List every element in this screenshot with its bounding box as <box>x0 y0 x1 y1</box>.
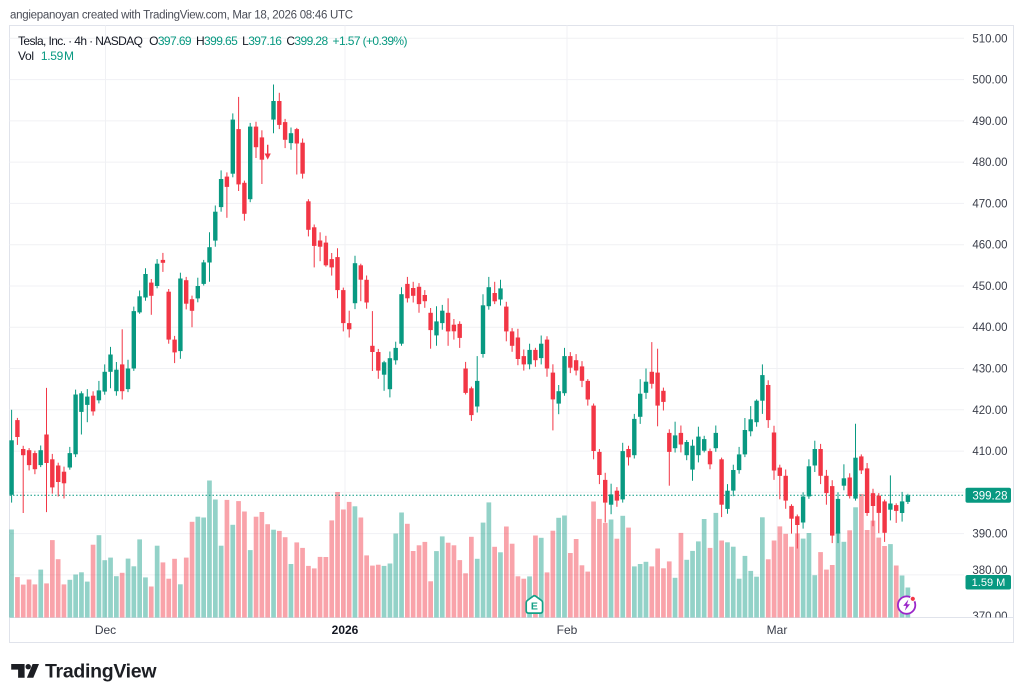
svg-text:E: E <box>531 601 538 613</box>
svg-text:399.28: 399.28 <box>972 490 1007 502</box>
svg-text:440.00: 440.00 <box>972 322 1007 334</box>
svg-text:angiepanoyan created with Trad: angiepanoyan created with TradingView.co… <box>10 10 353 22</box>
svg-text:Vol 1.59M: Vol 1.59M <box>18 49 74 63</box>
svg-text:Tesla, Inc. · 4h · NASDAQ O397: Tesla, Inc. · 4h · NASDAQ O397.69 H399.65… <box>18 34 407 48</box>
svg-text:450.00: 450.00 <box>972 281 1007 293</box>
svg-text:460.00: 460.00 <box>972 240 1007 252</box>
svg-text:410.00: 410.00 <box>972 446 1007 458</box>
svg-text:510.00: 510.00 <box>972 33 1007 45</box>
svg-text:480.00: 480.00 <box>972 157 1007 169</box>
svg-text:Mar: Mar <box>767 623 788 637</box>
svg-text:490.00: 490.00 <box>972 116 1007 128</box>
svg-text:380.00: 380.00 <box>972 565 1007 577</box>
svg-text:Dec: Dec <box>95 623 116 637</box>
svg-text:420.00: 420.00 <box>972 405 1007 417</box>
svg-text:430.00: 430.00 <box>972 364 1007 376</box>
svg-text:TradingView: TradingView <box>45 661 157 683</box>
svg-text:500.00: 500.00 <box>972 75 1007 87</box>
svg-text:470.00: 470.00 <box>972 198 1007 210</box>
svg-text:370.00: 370.00 <box>972 611 1007 623</box>
svg-text:390.00: 390.00 <box>972 529 1007 541</box>
svg-text:1.59 M: 1.59 M <box>972 577 1006 589</box>
svg-text:2026: 2026 <box>332 623 359 637</box>
svg-text:Feb: Feb <box>557 623 578 637</box>
